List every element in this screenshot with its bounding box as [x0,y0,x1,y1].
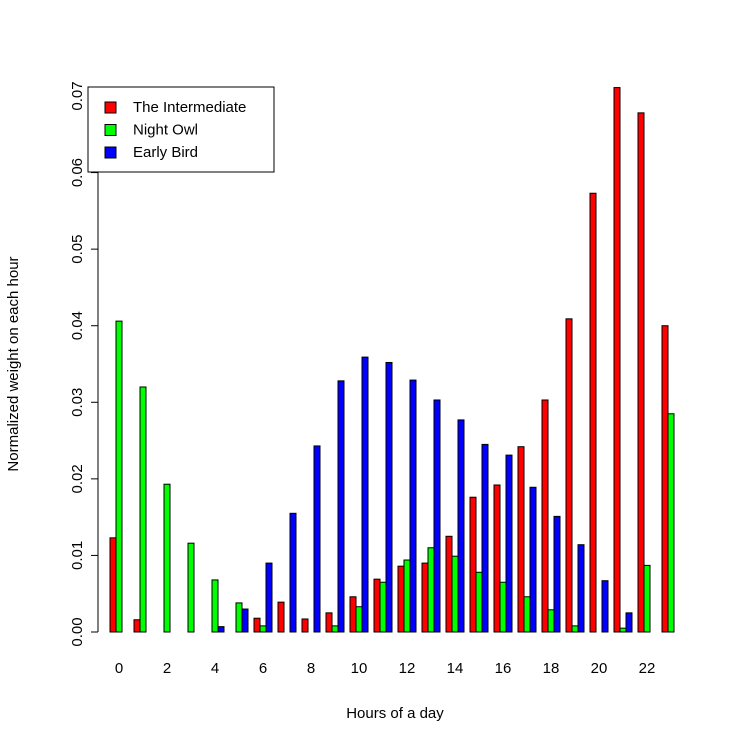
legend-swatch [104,146,117,159]
bar [259,625,267,633]
bar [529,486,537,633]
bar [601,580,609,633]
bar [589,192,597,633]
bar [433,399,441,633]
x-tick-label: 10 [351,660,368,677]
x-tick-label: 18 [543,660,560,677]
x-tick-label: 6 [259,660,267,677]
legend-box [87,86,275,173]
legend-swatch [104,124,117,136]
bar [139,386,147,633]
bar [625,612,633,633]
bar [325,612,333,633]
bar [643,564,651,633]
bar [253,617,261,633]
bar [421,562,429,633]
legend-swatch [104,101,117,114]
bar [445,535,453,633]
bar [469,496,477,633]
x-tick-label: 12 [399,660,416,677]
x-tick-label: 4 [211,660,219,677]
bar [613,87,621,633]
bar [397,565,405,633]
bar [517,446,525,633]
bar [565,318,573,633]
bar [301,618,309,633]
bar [409,379,417,633]
bar [493,484,501,633]
bar [403,559,411,633]
bar [289,512,297,633]
bar [577,544,585,633]
y-tick-label: 0.01 [69,541,86,570]
bar [211,579,219,633]
x-tick-label: 20 [591,660,608,677]
x-tick-label: 22 [639,660,656,677]
bar [505,454,513,633]
y-tick-label: 0.00 [69,617,86,646]
bar [457,419,465,633]
bar [361,356,369,633]
bar [541,399,549,633]
bar [349,596,357,633]
bar [187,542,195,633]
bar [379,581,387,633]
bar [385,361,393,633]
bar [571,625,579,633]
legend-label: Early Bird [133,144,198,161]
y-tick-label: 0.07 [69,81,86,110]
bar [427,547,435,633]
bar [133,619,141,633]
bar [241,608,249,633]
bar [265,562,273,633]
bar [373,578,381,633]
bar [667,413,675,633]
bar [331,625,339,633]
bar [277,601,285,633]
bar [163,483,171,633]
bar [313,445,321,633]
bar [523,596,531,633]
bar [235,602,243,633]
y-axis-label: Normalized weight on each hour [5,256,22,471]
bar [481,443,489,633]
bar [451,555,459,633]
bar [499,581,507,633]
bar [217,626,225,633]
x-tick-label: 14 [447,660,464,677]
x-axis-label: Hours of a day [346,705,444,722]
y-tick-label: 0.06 [69,158,86,187]
bar [547,609,555,633]
bar [637,112,645,633]
bar [115,320,123,633]
y-tick-label: 0.03 [69,388,86,417]
x-tick-label: 0 [115,660,123,677]
bar [553,515,561,633]
bar [475,571,483,633]
y-tick-label: 0.02 [69,464,86,493]
x-tick-label: 8 [307,660,315,677]
x-tick-label: 16 [495,660,512,677]
x-tick-label: 2 [163,660,171,677]
bar [661,325,669,633]
bar [109,537,117,633]
y-tick-label: 0.04 [69,311,86,340]
legend-label: Night Owl [133,121,198,138]
bar [355,606,363,633]
bar [337,380,345,633]
legend-label: The Intermediate [133,99,246,116]
y-tick-label: 0.05 [69,235,86,264]
bar [619,627,627,633]
